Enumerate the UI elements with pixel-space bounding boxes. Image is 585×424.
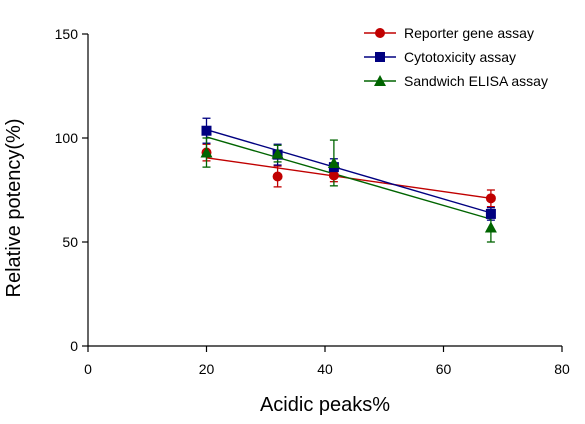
data-point-series-2: [271, 147, 284, 159]
legend-marker: [375, 28, 385, 38]
y-tick-label: 50: [62, 234, 78, 250]
fit-lines: [206, 129, 492, 220]
y-tick-label: 0: [70, 338, 78, 354]
x-tick-label: 20: [199, 361, 215, 377]
legend: Reporter gene assay Cytotoxicity assay San…: [364, 25, 548, 89]
x-axis-title: Acidic peaks%: [260, 394, 390, 416]
data-point-series-0: [485, 193, 496, 204]
fit-line-series-2: [206, 136, 492, 220]
legend-label: Reporter gene assay: [404, 25, 534, 41]
error-bars: [202, 117, 495, 243]
y-tick-label: 150: [55, 26, 79, 42]
x-tick-label: 40: [317, 361, 333, 377]
axes: 0 50 100 150 0 20 40 60 80: [55, 26, 570, 377]
data-point-series-0: [272, 171, 283, 182]
data-point-series-1: [485, 208, 496, 219]
x-tick-label: 0: [84, 361, 92, 377]
x-tick-label: 60: [436, 361, 452, 377]
legend-marker: [375, 52, 385, 62]
legend-marker: [374, 75, 386, 86]
data-point-series-0: [328, 170, 339, 181]
y-axis-title: Relative potency(%): [3, 119, 25, 298]
data-point-series-2: [200, 146, 213, 158]
x-tick-label: 80: [554, 361, 570, 377]
fit-line-series-1: [206, 129, 492, 214]
data-point-series-2: [327, 156, 340, 168]
legend-label: Sandwich ELISA assay: [404, 73, 548, 89]
legend-label: Cytotoxicity assay: [404, 49, 516, 65]
data-point-series-1: [201, 125, 212, 136]
y-tick-label: 100: [55, 130, 79, 146]
data-point-series-2: [484, 221, 497, 233]
data-markers: [200, 125, 497, 233]
